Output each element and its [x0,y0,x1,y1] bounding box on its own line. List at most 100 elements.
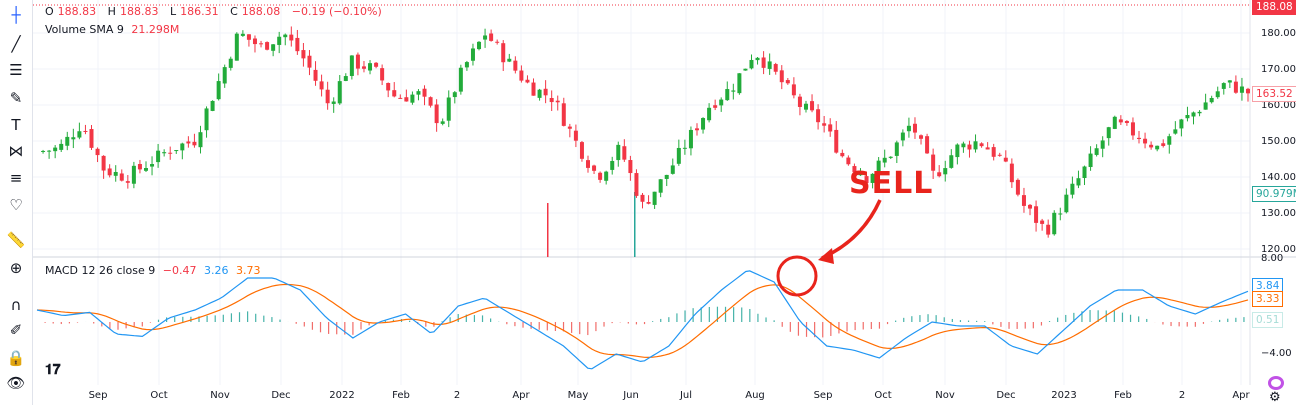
heart-icon[interactable]: ♡ [9,196,23,214]
candle-body [355,54,360,69]
histogram-bar [992,322,994,325]
histogram-bar [1048,321,1051,322]
histogram-bar [943,317,945,322]
candle-body [785,80,790,84]
candle-body [1191,112,1196,117]
histogram-bar [1129,314,1132,322]
candle [119,169,124,182]
candle-body [531,82,536,96]
text-icon[interactable]: T [11,116,21,134]
pattern-icon[interactable]: ⋈ [8,142,24,160]
candle-body [519,70,524,81]
ruler-icon[interactable]: 📏 [6,231,26,249]
candle-body [997,154,1002,156]
candle-body [361,66,366,69]
crosshair-icon[interactable]: ┼ [11,6,21,24]
tradingview-logo[interactable]: 𝟏𝟕 [45,362,61,378]
candle [41,149,46,154]
histogram-bar [1194,322,1196,327]
candle-body [713,105,718,108]
histogram-bar [749,308,751,322]
candle [470,43,475,66]
candle [688,126,693,156]
candle [955,143,960,165]
close-label: C [230,5,238,18]
lock-icon[interactable]: 🔒 [6,349,26,367]
candle-body [973,141,978,150]
lock-draw-icon[interactable]: ✐ [9,321,23,339]
zoom-in-icon[interactable]: ⊕ [9,259,23,277]
candle-body [834,129,839,153]
sell-circle[interactable] [776,255,818,297]
candle [228,56,233,71]
candle-body [1046,224,1051,235]
histogram-bar [643,322,646,325]
histogram-bar [1073,312,1075,322]
histogram-bar [1227,318,1229,322]
histogram-bar [822,322,824,338]
candle [610,156,615,175]
histogram-bar [182,316,184,322]
candle-body [386,83,391,91]
candle-body [495,41,500,43]
assistant-icon[interactable] [1268,376,1284,390]
candle-body [368,63,373,71]
candle [525,75,530,84]
fib-icon[interactable]: ☰ [9,61,23,79]
histogram-bar [571,322,573,333]
sell-annotation[interactable]: SELL [849,166,934,201]
candle [1106,126,1111,146]
histogram-bar [1065,314,1067,322]
time-tick: Apr [1232,390,1250,401]
histogram-bar [878,322,881,329]
candle [864,175,869,189]
macd-legend[interactable]: MACD 12 26 close 9 −0.47 3.26 3.73 [45,264,265,277]
candle [422,85,427,106]
histogram-bar [133,322,135,328]
candle-body [156,150,161,163]
candle-body [1209,97,1214,103]
candle [59,139,64,152]
histogram-bar [506,322,508,325]
candle [162,149,167,157]
candle-body [216,81,221,100]
histogram-bar [368,322,370,326]
forecast-icon[interactable]: ≡ [9,169,23,187]
candle [513,56,518,74]
candle-body [404,97,409,102]
candle-body [567,126,572,129]
volume-legend[interactable]: Volume SMA 9 21.298M [45,23,183,36]
candle [1191,111,1196,125]
histogram-bar [1243,317,1245,322]
candle-body [688,129,693,149]
candle [1209,95,1214,104]
candle-body [71,137,76,140]
histogram-bar [797,322,800,336]
candle-body [162,152,167,154]
candle-body [628,160,633,174]
candle [464,60,469,71]
brush-icon[interactable]: ✎ [9,89,23,107]
candle-body [810,101,815,111]
candle-body [737,73,742,94]
histogram-bar [708,306,710,322]
magnet-icon[interactable]: ∩ [10,296,22,314]
trend-line-icon[interactable]: ╱ [11,35,21,53]
histogram-bar [587,322,589,336]
candle [1185,106,1190,122]
candle-body [186,141,191,144]
candle [355,52,360,76]
macd-tick: −4.00 [1261,348,1292,359]
candle-body [852,166,857,173]
candle-body [398,97,403,99]
settings-gear-icon[interactable]: ⚙ [1269,390,1281,405]
candle-body [707,107,712,121]
eye-icon[interactable]: 👁 [6,374,26,392]
candle-body [1064,194,1069,213]
candle [961,141,966,153]
candle-body [464,62,469,68]
candle [937,165,942,178]
candle-body [1034,206,1039,223]
histogram-bar [1113,310,1115,322]
